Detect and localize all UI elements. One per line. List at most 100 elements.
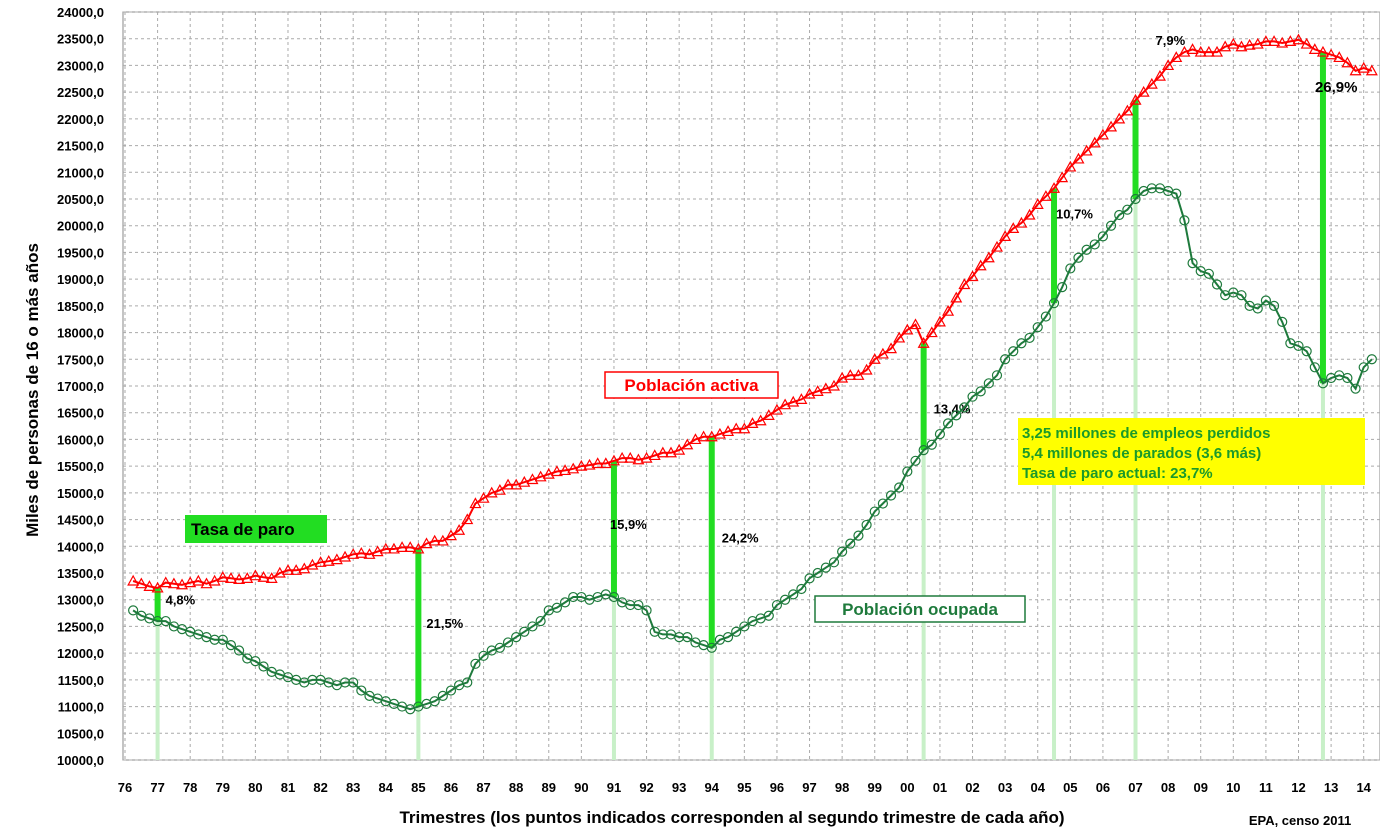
point — [682, 632, 693, 643]
point — [1186, 43, 1199, 54]
point — [1308, 43, 1321, 54]
point — [1252, 303, 1263, 314]
unemployment-bar — [154, 587, 161, 622]
point — [1301, 346, 1312, 357]
note-line: 5,4 millones de parados (3,6 más) — [1022, 445, 1261, 462]
point — [127, 574, 140, 586]
point — [689, 433, 702, 445]
x-axis-title: Trimestres (los puntos indicados corresp… — [399, 808, 1064, 827]
x-tick-label: 96 — [770, 780, 784, 795]
point — [225, 640, 237, 651]
y-tick-label: 20500,0 — [57, 192, 104, 207]
series-label-box — [604, 371, 779, 399]
point — [461, 513, 474, 525]
point — [1259, 35, 1272, 46]
point — [1032, 322, 1043, 333]
point — [429, 696, 440, 707]
point — [722, 425, 735, 437]
point — [828, 557, 840, 568]
point — [567, 462, 580, 474]
point — [568, 591, 579, 603]
point — [836, 371, 849, 383]
point — [233, 573, 246, 585]
x-tick-label: 11 — [1259, 780, 1273, 795]
point — [796, 583, 807, 595]
x-tick-label: 95 — [737, 780, 751, 795]
point — [1031, 198, 1044, 209]
rate-title: Tasa de paro — [191, 520, 295, 539]
point — [208, 574, 221, 586]
point — [1187, 258, 1198, 269]
point — [330, 553, 343, 565]
y-tick-label: 18500,0 — [57, 299, 104, 314]
point — [918, 445, 929, 456]
point — [462, 677, 473, 688]
point — [731, 626, 742, 637]
point — [135, 577, 148, 589]
point — [624, 451, 637, 463]
point — [853, 530, 864, 541]
x-tick-label: 02 — [965, 780, 979, 795]
point — [559, 464, 572, 476]
point — [910, 455, 921, 466]
point — [1236, 290, 1247, 301]
x-tick-label: 10 — [1226, 780, 1240, 795]
y-tick-label: 22000,0 — [57, 112, 104, 127]
series-label: Población ocupada — [842, 600, 998, 619]
point — [657, 629, 668, 640]
point — [387, 542, 400, 554]
point — [1277, 316, 1288, 327]
point — [877, 498, 888, 509]
point — [1023, 208, 1036, 220]
x-tick-label: 87 — [476, 780, 490, 795]
point — [249, 569, 262, 581]
point — [1153, 69, 1166, 81]
y-tick-label: 19000,0 — [57, 272, 104, 287]
y-tick-label: 11500,0 — [58, 673, 104, 688]
point — [1073, 252, 1084, 263]
point — [535, 615, 546, 627]
point — [950, 291, 963, 303]
point — [739, 621, 750, 632]
point — [902, 466, 913, 477]
point — [844, 369, 857, 380]
point — [811, 385, 824, 396]
point — [967, 391, 978, 402]
point — [355, 546, 368, 558]
point — [1171, 188, 1182, 199]
point — [591, 457, 604, 469]
point — [697, 430, 710, 442]
point — [404, 541, 417, 552]
point — [1130, 193, 1141, 205]
point — [860, 363, 873, 375]
rate-label: 24,2% — [722, 530, 759, 545]
point — [502, 637, 514, 648]
source: EPA, censo 2011 — [1249, 813, 1351, 828]
point — [1114, 209, 1125, 221]
point — [356, 685, 367, 696]
note-line: 3,25 millones de empleos perdidos — [1022, 425, 1270, 442]
rate-label: 10,7% — [1056, 206, 1093, 221]
point — [306, 558, 319, 570]
point — [412, 542, 425, 554]
unemployment-bar — [708, 436, 715, 648]
point — [812, 567, 823, 579]
point — [934, 428, 946, 440]
point — [1015, 216, 1028, 228]
y-tick-label: 11000,0 — [58, 700, 104, 715]
y-axis-title: Miles de personas de 16 o más años — [23, 243, 42, 537]
point — [469, 497, 482, 509]
point — [1365, 64, 1378, 76]
point — [845, 538, 856, 549]
unemployment-bar — [920, 343, 927, 451]
point — [779, 398, 792, 410]
point — [869, 506, 880, 517]
point — [1350, 383, 1361, 394]
point — [518, 475, 531, 487]
point — [314, 556, 327, 567]
point — [722, 632, 734, 643]
point — [1179, 215, 1190, 226]
x-tick-label: 04 — [1030, 780, 1045, 795]
x-tick-label: 94 — [705, 780, 720, 795]
point — [608, 591, 620, 603]
